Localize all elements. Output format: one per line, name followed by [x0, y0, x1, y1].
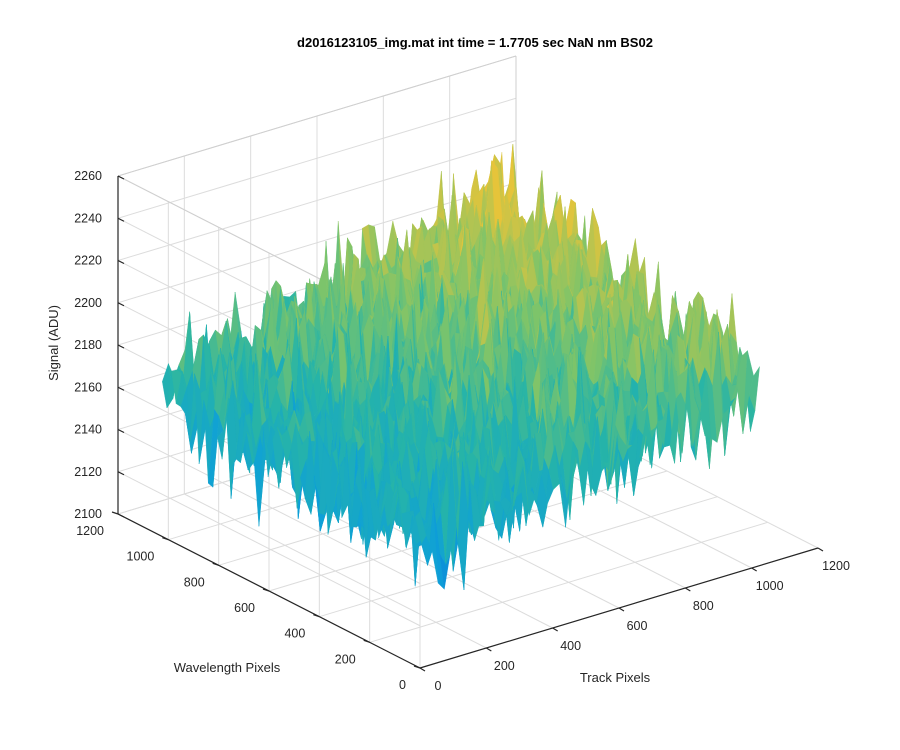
- x-tick-label: 800: [693, 599, 714, 613]
- z-tick-label: 2140: [74, 423, 102, 437]
- y-tick-mark: [313, 614, 320, 618]
- side-wall-grid-line-z: [117, 471, 421, 627]
- z-tick-mark: [117, 259, 125, 265]
- y-tick-mark: [212, 562, 219, 566]
- back-wall-grid-line-z: [117, 97, 517, 219]
- z-tick-label: 2180: [74, 338, 102, 352]
- z-tick-mark: [117, 175, 125, 180]
- x-tick-mark: [618, 607, 625, 612]
- z-tick-label: 2120: [74, 465, 102, 479]
- x-tick-mark: [751, 567, 757, 572]
- back-wall-grid-line-z: [117, 182, 517, 304]
- z-tick-mark: [117, 471, 125, 476]
- z-tick-mark: [117, 428, 125, 434]
- z-tick-mark: [117, 386, 125, 391]
- y-tick-label: 600: [234, 601, 255, 615]
- z-axis-label: Signal (ADU): [46, 305, 61, 381]
- z-tick-label: 2100: [74, 507, 102, 521]
- y-tick-label: 200: [335, 652, 356, 666]
- y-tick-mark: [363, 639, 370, 643]
- floor-grid-line-y: [268, 470, 668, 592]
- x-tick-label: 400: [560, 639, 581, 653]
- floor-grid-line-y: [369, 521, 768, 643]
- z-tick-mark: [117, 302, 125, 307]
- x-tick-mark: [419, 667, 426, 672]
- z-tick-label: 2220: [74, 254, 102, 268]
- y-tick-mark: [111, 511, 119, 515]
- back-wall-grid-line-z: [117, 140, 517, 261]
- z-tick-mark: [117, 217, 125, 222]
- x-tick-mark: [552, 627, 558, 632]
- axes: 0 200 400 600 800 1000 1200 0 200 400 600 800 1000 12…: [74, 169, 850, 693]
- y-tick-mark: [162, 537, 169, 541]
- y-tick-label: 400: [284, 627, 305, 641]
- y-tick-mark: [413, 665, 421, 669]
- y-tick-label: 1000: [127, 550, 155, 564]
- x-tick-label: 1000: [756, 579, 784, 593]
- y-tick-label: 1200: [76, 524, 104, 538]
- side-wall-grid-line-z: [117, 429, 421, 584]
- x-tick-label: 1200: [822, 559, 850, 573]
- y-tick-mark: [262, 588, 270, 592]
- z-tick-mark: [117, 513, 125, 518]
- y-axis-label: Wavelength Pixels: [174, 660, 281, 675]
- x-tick-mark: [685, 587, 691, 592]
- x-tick-label: 0: [435, 679, 442, 693]
- box-edge-top-back: [117, 55, 517, 177]
- z-tick-label: 2160: [74, 380, 102, 394]
- x-tick-mark: [486, 647, 492, 652]
- z-tick-label: 2240: [74, 211, 102, 225]
- x-tick-label: 600: [627, 619, 648, 633]
- z-tick-label: 2260: [74, 169, 102, 183]
- surface-mesh: [162, 143, 760, 590]
- y-tick-label: 800: [184, 575, 205, 589]
- x-axis-label: Track Pixels: [580, 670, 651, 685]
- x-tick-label: 200: [494, 659, 515, 673]
- z-tick-mark: [117, 344, 125, 349]
- floor-grid-line-y: [319, 496, 718, 618]
- x-tick-mark: [817, 547, 824, 552]
- y-tick-label: 0: [399, 678, 406, 692]
- surface-patch: [748, 366, 760, 411]
- chart-title: d2016123105_img.mat int time = 1.7705 se…: [297, 35, 653, 50]
- z-tick-label: 2200: [74, 296, 102, 310]
